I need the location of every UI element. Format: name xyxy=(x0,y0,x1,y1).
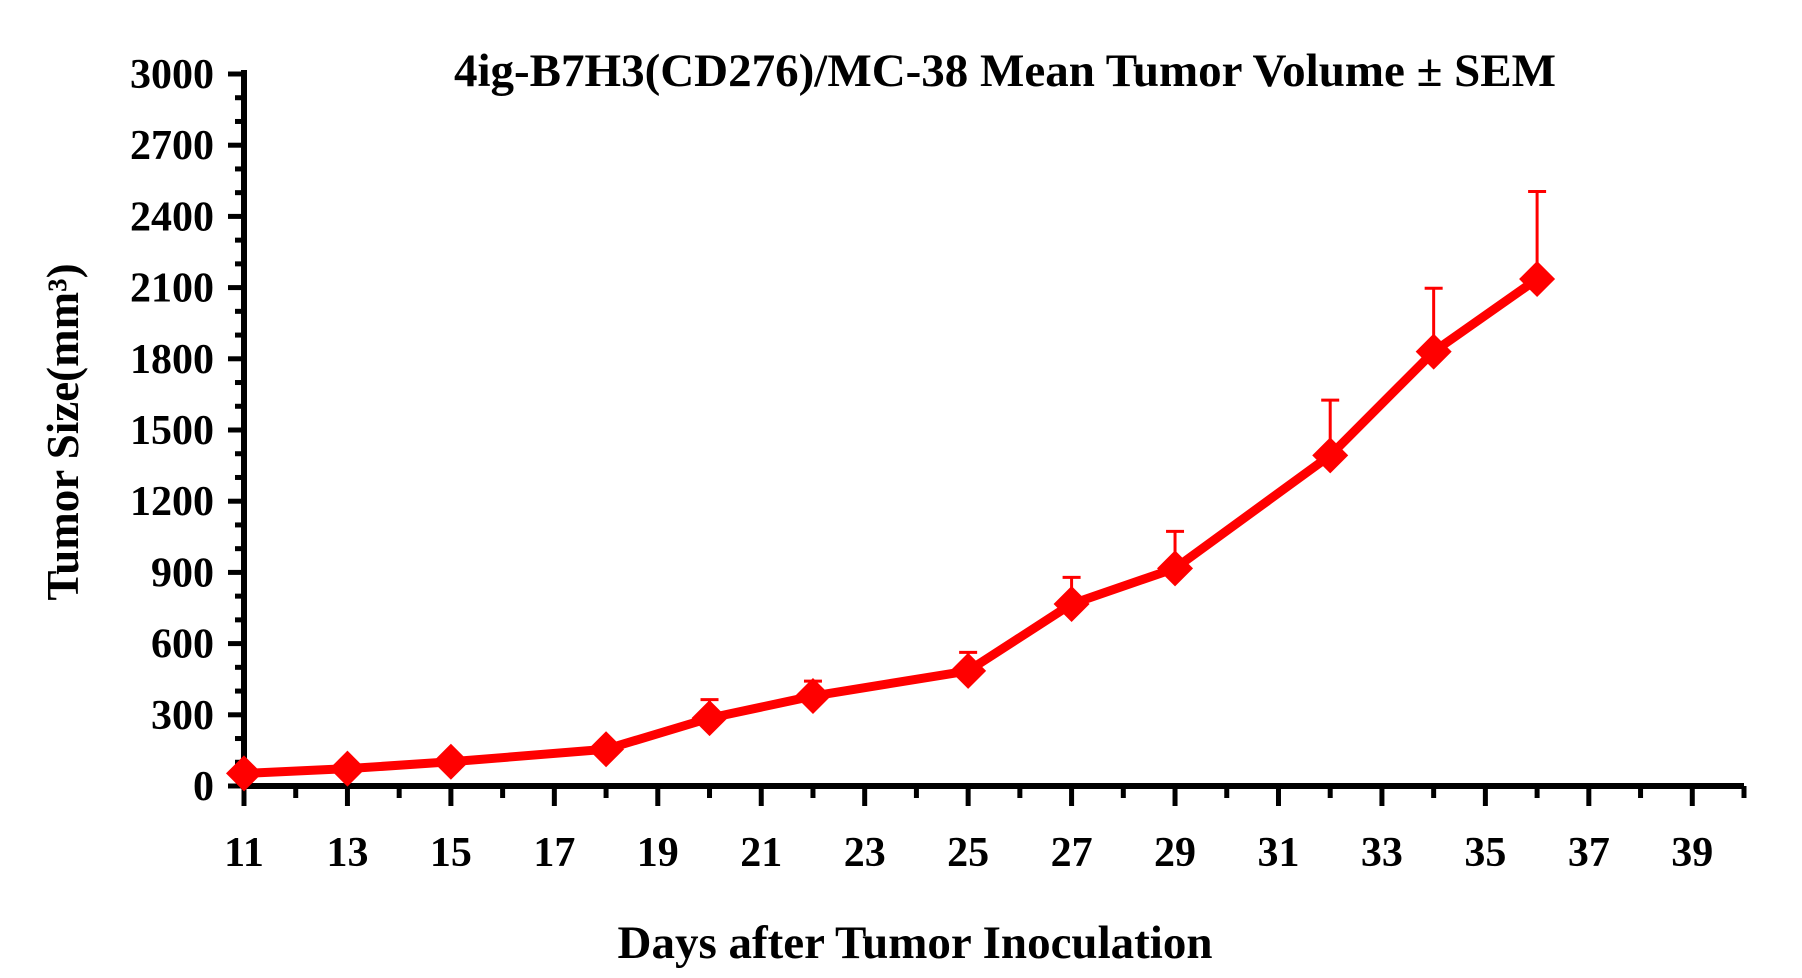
data-point-diamond xyxy=(1519,261,1556,298)
y-tick-label: 2400 xyxy=(130,194,214,240)
x-tick-label: 39 xyxy=(1671,830,1713,876)
y-tick-label: 300 xyxy=(151,693,214,739)
x-tick-label: 35 xyxy=(1464,830,1506,876)
y-tick-label: 600 xyxy=(151,622,214,668)
x-tick-label: 19 xyxy=(637,830,679,876)
x-tick-label: 13 xyxy=(326,830,368,876)
x-tick-label: 11 xyxy=(224,830,264,876)
series-line xyxy=(243,275,1540,778)
data-point-diamond xyxy=(226,755,262,792)
y-tick-label: 900 xyxy=(151,550,214,596)
data-point-diamond xyxy=(691,700,728,737)
axes: 0 300 600 900 1200 1500 1800 2100 2400 2700 3000 11… xyxy=(130,52,1747,876)
data-point-diamond xyxy=(950,652,987,689)
y-tick-label: 1800 xyxy=(130,337,214,383)
x-tick-label: 27 xyxy=(1051,830,1093,876)
data-point-diamond xyxy=(1415,333,1452,370)
y-tick-label: 2700 xyxy=(130,123,214,169)
data-point-diamond xyxy=(794,678,831,715)
x-tick-label: 25 xyxy=(947,830,989,876)
x-tick-label: 17 xyxy=(533,830,575,876)
y-tick-label: 2100 xyxy=(130,266,214,312)
y-axis-label: Tumor Size(mm³) xyxy=(38,263,88,600)
y-tick-label: 1200 xyxy=(130,479,214,525)
chart-title: 4ig-B7H3(CD276)/MC-38 Mean Tumor Volume … xyxy=(454,45,1556,97)
y-tick-label: 3000 xyxy=(130,52,214,98)
x-tick-label: 29 xyxy=(1154,830,1196,876)
y-tick-label: 1500 xyxy=(130,408,214,454)
data-point-diamond xyxy=(1312,437,1349,474)
data-point-diamond xyxy=(1053,585,1090,622)
x-tick-label: 21 xyxy=(740,830,782,876)
x-tick-label: 23 xyxy=(844,830,886,876)
x-tick-label: 15 xyxy=(430,830,472,876)
x-tick-label: 37 xyxy=(1568,830,1610,876)
series-marks xyxy=(226,189,1556,792)
x-axis-label: Days after Tumor Inoculation xyxy=(618,917,1213,969)
y-tick-label: 0 xyxy=(193,764,214,810)
data-point-diamond xyxy=(432,743,469,780)
x-tick-label: 31 xyxy=(1257,830,1299,876)
data-point-diamond xyxy=(588,731,625,768)
data-point-diamond xyxy=(329,750,366,787)
x-tick-label: 33 xyxy=(1361,830,1403,876)
data-point-diamond xyxy=(1157,550,1194,587)
